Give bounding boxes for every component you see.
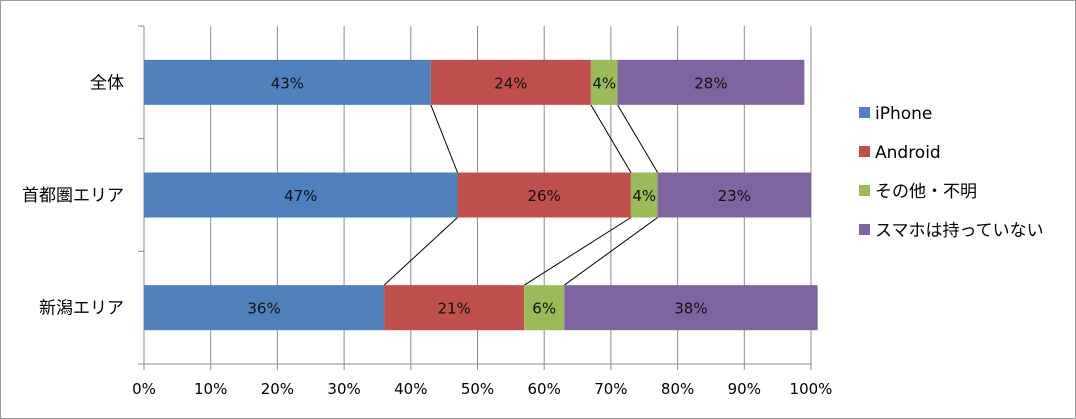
legend-label: スマホは持っていない: [875, 221, 1044, 241]
data-label: 47%: [284, 187, 317, 205]
data-label: 28%: [694, 74, 727, 92]
data-label: 38%: [674, 300, 707, 318]
x-tick-label: 50%: [461, 380, 494, 398]
x-tick-label: 20%: [261, 380, 294, 398]
legend-swatch: [859, 146, 870, 157]
series-line: [523, 217, 632, 286]
bar-segment: [457, 172, 631, 218]
legend-swatch: [859, 107, 870, 118]
x-tick-label: 10%: [194, 380, 227, 398]
series-line: [430, 104, 458, 173]
data-label: 43%: [271, 74, 304, 92]
x-tick-label: 0%: [132, 380, 156, 398]
x-tick-label: 30%: [327, 380, 360, 398]
series-line: [590, 104, 632, 173]
bar-segment: [430, 59, 591, 105]
bar-segment: [144, 172, 458, 218]
series-line: [563, 217, 658, 286]
legend-swatch: [859, 224, 870, 235]
category-label: 全体: [90, 73, 124, 93]
x-tick-label: 100%: [790, 380, 833, 398]
data-label: 23%: [718, 187, 751, 205]
x-tick-label: 70%: [594, 380, 627, 398]
legend-swatch: [859, 185, 870, 196]
data-label: 4%: [592, 74, 616, 92]
category-label: 首都圏エリア: [22, 186, 124, 206]
data-label: 4%: [632, 187, 656, 205]
category-label: 新潟エリア: [39, 299, 124, 319]
bar-segment: [617, 59, 805, 105]
data-label: 6%: [532, 300, 556, 318]
bar-segment: [144, 285, 385, 331]
x-tick-label: 60%: [528, 380, 561, 398]
legend-label: Android: [875, 143, 941, 163]
x-tick-label: 90%: [728, 380, 761, 398]
x-tick-label: 80%: [661, 380, 694, 398]
data-label: 26%: [528, 187, 561, 205]
bar-segment: [590, 59, 618, 105]
legend-label: その他・不明: [875, 182, 977, 202]
bar-segment: [144, 59, 431, 105]
data-label: 36%: [247, 300, 280, 318]
data-label: 24%: [494, 74, 527, 92]
bar-segment: [384, 285, 525, 331]
series-line: [617, 104, 659, 173]
bar-segment: [657, 172, 811, 218]
x-tick-label: 40%: [394, 380, 427, 398]
data-label: 21%: [437, 300, 470, 318]
series-line: [383, 217, 458, 286]
bar-segment: [630, 172, 658, 218]
bar-segment: [524, 285, 565, 331]
legend-label: iPhone: [875, 104, 932, 124]
bar-segment: [564, 285, 818, 331]
